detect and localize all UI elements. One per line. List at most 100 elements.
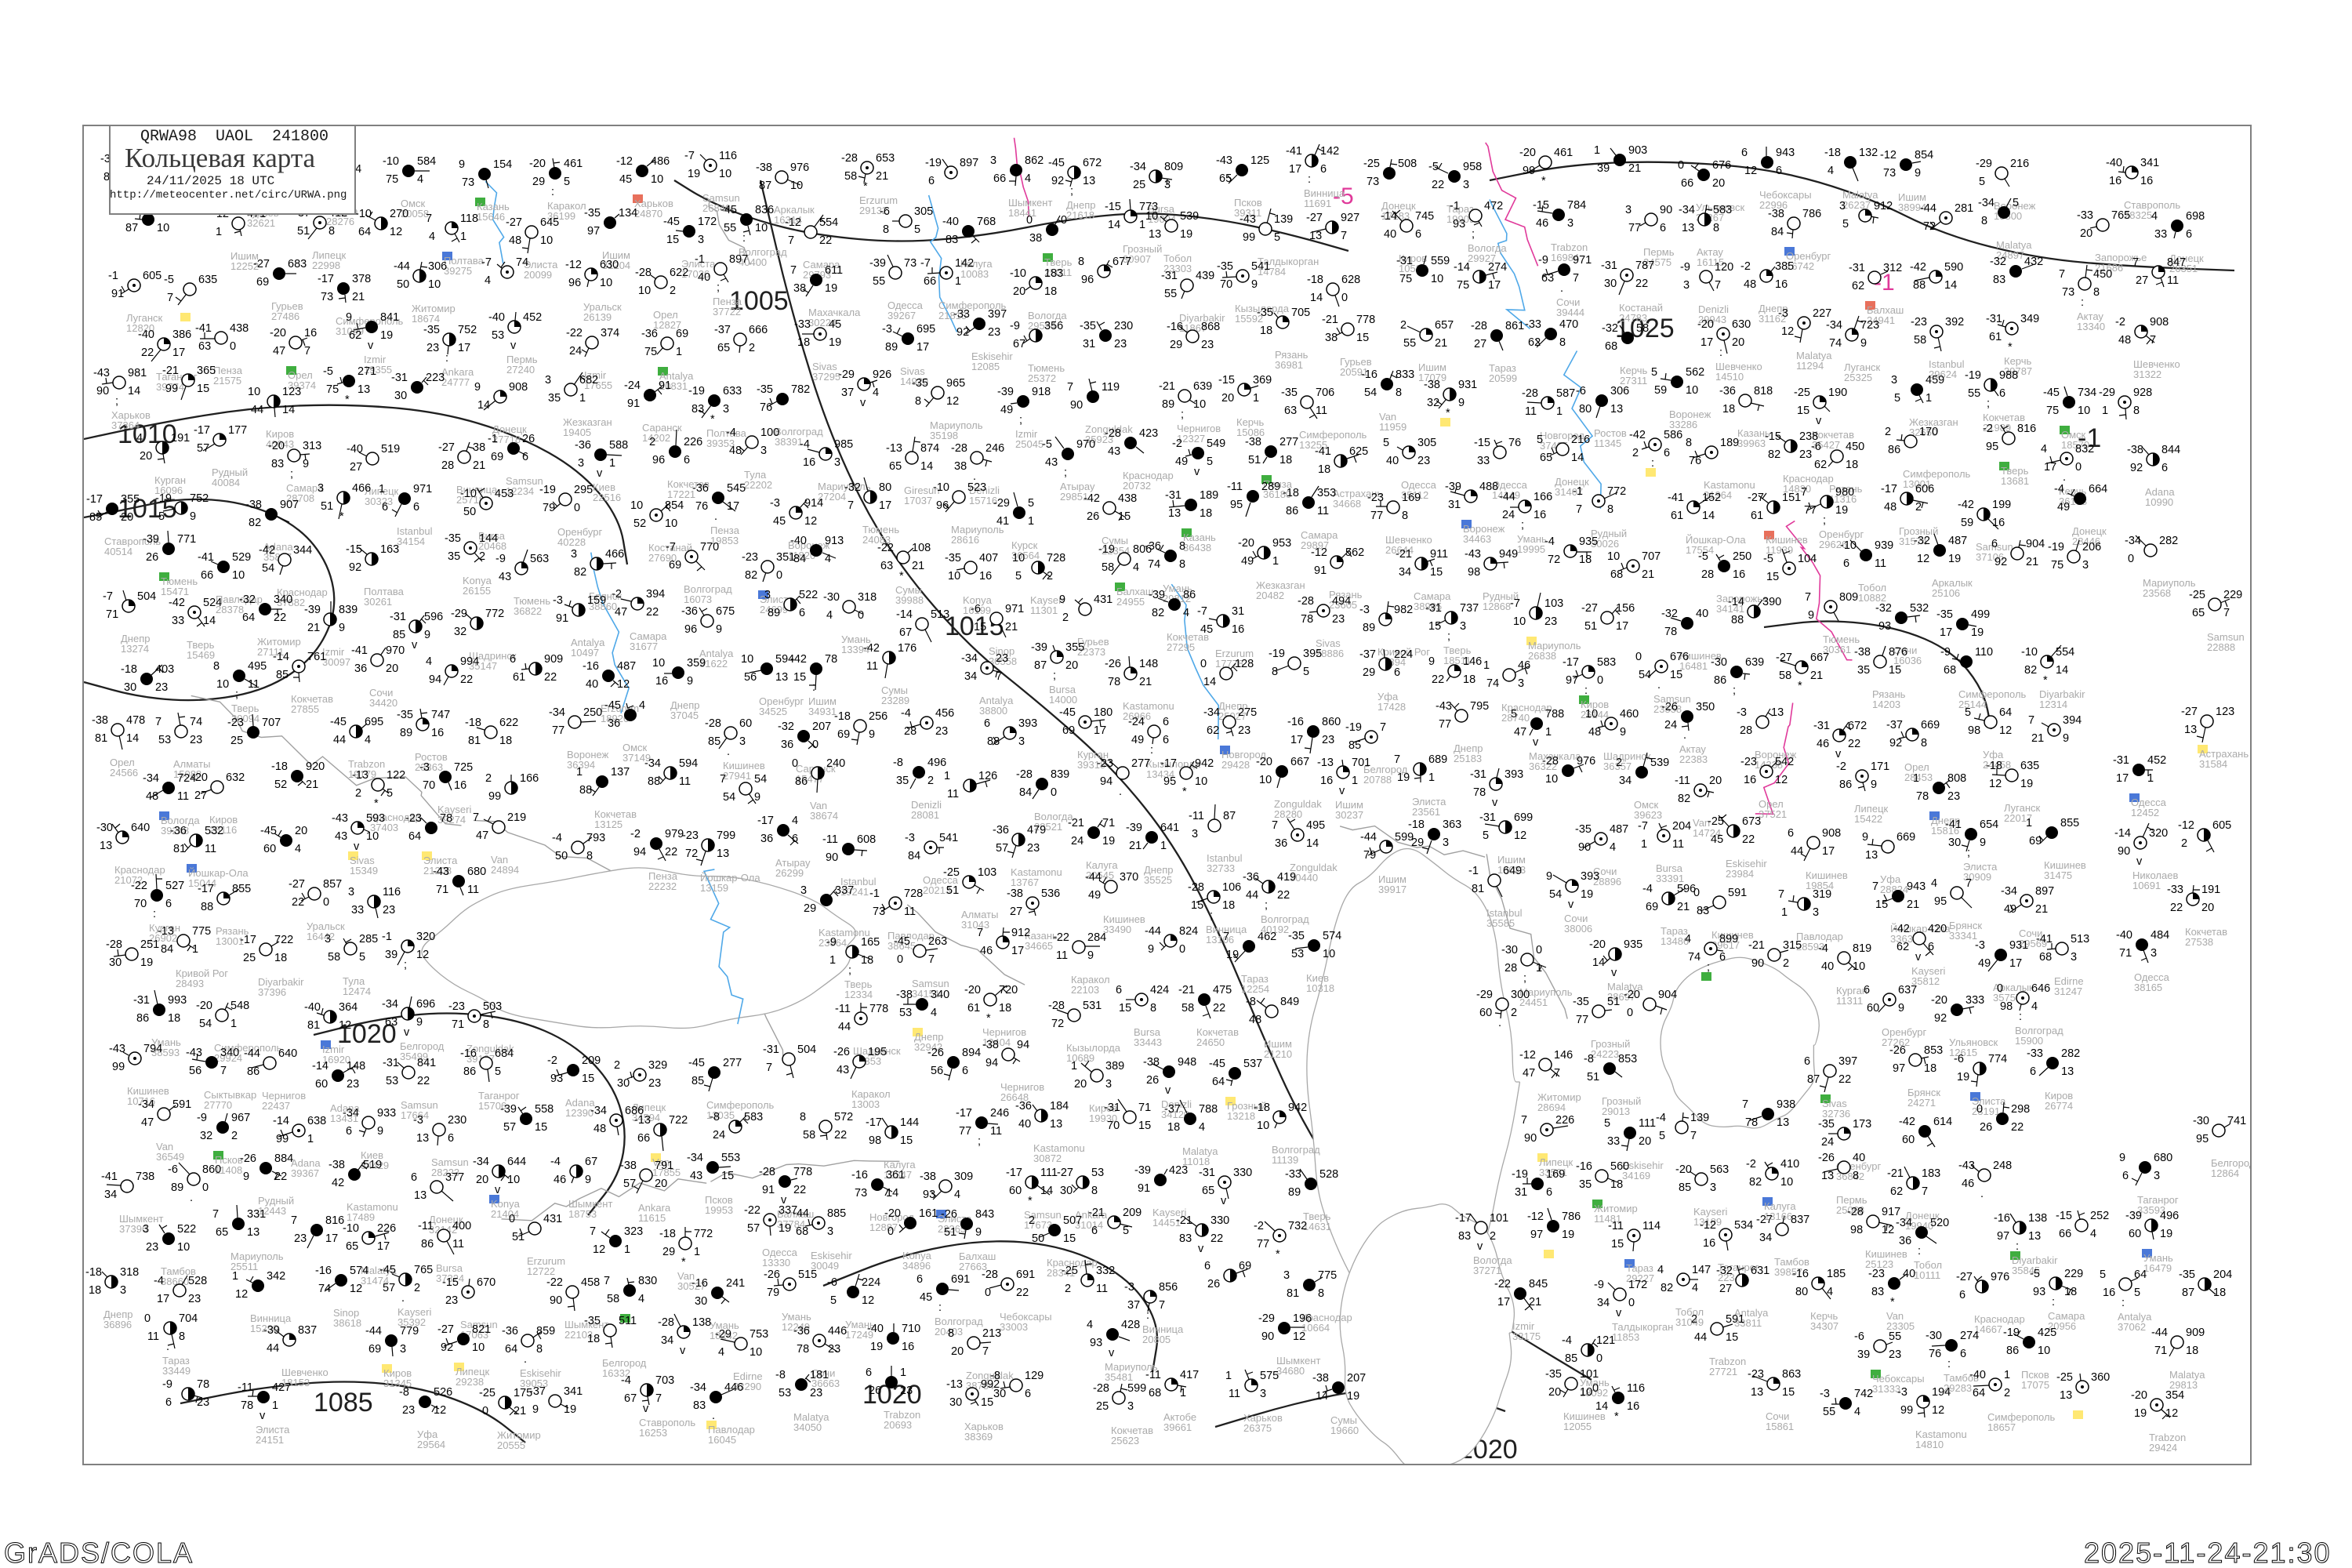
svg-text:970: 970	[1076, 438, 1095, 451]
svg-text:707: 707	[262, 717, 281, 729]
svg-text:281: 281	[1955, 202, 1973, 215]
svg-text:30323: 30323	[365, 495, 393, 507]
svg-text:22888: 22888	[2207, 641, 2235, 653]
svg-text:14000: 14000	[1049, 694, 1077, 706]
svg-text:33449: 33449	[162, 1365, 191, 1377]
svg-text:20555: 20555	[497, 1439, 525, 1451]
svg-text:246: 246	[985, 442, 1004, 455]
svg-text:26838: 26838	[1528, 650, 1556, 662]
svg-text:*: *	[374, 797, 379, 810]
svg-text:12334: 12334	[844, 989, 873, 1000]
svg-text:330: 330	[1233, 1167, 1252, 1179]
svg-text:772: 772	[485, 608, 504, 620]
svg-text:v: v	[1915, 951, 1922, 964]
svg-text:277: 277	[1131, 757, 1150, 770]
svg-text:;: ;	[1447, 630, 1450, 643]
svg-text:12452: 12452	[2131, 807, 2159, 818]
svg-text:v: v	[1492, 797, 1498, 809]
svg-text:;: ;	[1967, 847, 1970, 859]
svg-text:v: v	[368, 339, 374, 352]
svg-text:34896: 34896	[902, 1260, 931, 1272]
svg-text::: :	[1150, 744, 1153, 757]
svg-text:677: 677	[1112, 256, 1131, 268]
svg-text:*: *	[863, 180, 868, 193]
svg-text:24151: 24151	[256, 1434, 284, 1446]
svg-text:39988: 39988	[895, 594, 924, 606]
svg-text:818: 818	[1754, 385, 1773, 397]
svg-text:26155: 26155	[463, 585, 491, 597]
svg-text:v: v	[643, 1403, 649, 1415]
svg-text:948: 948	[1178, 1056, 1196, 1069]
svg-text:12085: 12085	[971, 361, 1000, 372]
svg-text:33003: 33003	[1000, 1321, 1028, 1333]
svg-text:25183: 25183	[1454, 753, 1482, 764]
svg-text:21618: 21618	[1066, 209, 1094, 221]
svg-text:23568: 23568	[2143, 587, 2171, 599]
svg-text:14510: 14510	[1715, 371, 1744, 383]
svg-text:504: 504	[137, 590, 156, 603]
svg-text:18674: 18674	[412, 313, 440, 325]
svg-text:14203: 14203	[1872, 699, 1900, 710]
svg-text:393: 393	[1504, 768, 1523, 781]
svg-text:349: 349	[2020, 313, 2039, 325]
svg-text:27770: 27770	[204, 1099, 232, 1111]
svg-text:17037: 17037	[904, 495, 932, 506]
svg-text:*: *	[2008, 341, 2013, 354]
svg-text::: :	[812, 681, 815, 694]
svg-text:v: v	[495, 1184, 501, 1196]
svg-text:.: .	[2063, 471, 2066, 484]
svg-text:91: 91	[659, 379, 671, 392]
svg-text:770: 770	[700, 541, 719, 554]
svg-text::: :	[2081, 296, 2084, 309]
svg-text:134: 134	[619, 207, 637, 220]
svg-text:128: 128	[1235, 658, 1254, 670]
svg-text:912: 912	[1874, 200, 1893, 212]
svg-text:31475: 31475	[2044, 869, 2072, 881]
svg-text:20482: 20482	[1256, 590, 1284, 601]
svg-text:38006: 38006	[1564, 923, 1592, 935]
svg-text:32733: 32733	[1207, 862, 1235, 874]
svg-text:110: 110	[1975, 646, 1993, 659]
svg-text:17075: 17075	[2021, 1379, 2049, 1391]
svg-text:191: 191	[171, 432, 190, 445]
svg-text:15861: 15861	[1766, 1421, 1794, 1432]
svg-text:13330: 13330	[762, 1257, 790, 1269]
svg-text:58: 58	[1636, 322, 1649, 335]
svg-text:v: v	[2136, 855, 2143, 868]
svg-text:17221: 17221	[667, 488, 695, 500]
svg-text:16253: 16253	[639, 1427, 667, 1439]
svg-text:360: 360	[2091, 1371, 2110, 1384]
svg-text:13274: 13274	[121, 643, 149, 655]
svg-text:;: ;	[1070, 185, 1073, 198]
svg-text:897: 897	[960, 157, 978, 169]
svg-text:37045: 37045	[670, 710, 699, 721]
svg-text:.: .	[1560, 282, 1563, 295]
svg-text:.: .	[524, 1353, 527, 1366]
svg-text:*: *	[710, 413, 715, 426]
svg-text:24650: 24650	[1196, 1036, 1225, 1048]
svg-text:15349: 15349	[350, 865, 378, 877]
svg-text:69: 69	[1239, 1260, 1251, 1272]
svg-text:15646: 15646	[477, 211, 505, 223]
svg-text:34463: 34463	[1463, 533, 1491, 545]
svg-text:*: *	[1276, 1248, 1280, 1261]
svg-text:*: *	[681, 1256, 686, 1269]
svg-text:25144: 25144	[1958, 699, 1987, 710]
svg-text:583: 583	[744, 1111, 763, 1123]
svg-text:37364: 37364	[111, 419, 140, 431]
svg-text:20805: 20805	[1142, 1334, 1171, 1345]
svg-text:534: 534	[1734, 1219, 1753, 1232]
svg-text:173: 173	[1853, 1118, 1871, 1131]
svg-text:13125: 13125	[594, 818, 622, 830]
svg-text:24566: 24566	[110, 767, 138, 779]
svg-text::: :	[445, 352, 448, 365]
svg-text:12864: 12864	[2211, 1167, 2239, 1179]
svg-text:v: v	[1611, 967, 1617, 979]
svg-text:20099: 20099	[524, 269, 552, 281]
svg-text:31322: 31322	[2133, 368, 2161, 380]
svg-text:30097: 30097	[322, 656, 350, 668]
svg-text:39963: 39963	[1737, 437, 1766, 449]
svg-text:15469: 15469	[187, 649, 215, 661]
svg-text:37271: 37271	[1473, 1265, 1501, 1276]
svg-text:216: 216	[2010, 158, 2029, 170]
